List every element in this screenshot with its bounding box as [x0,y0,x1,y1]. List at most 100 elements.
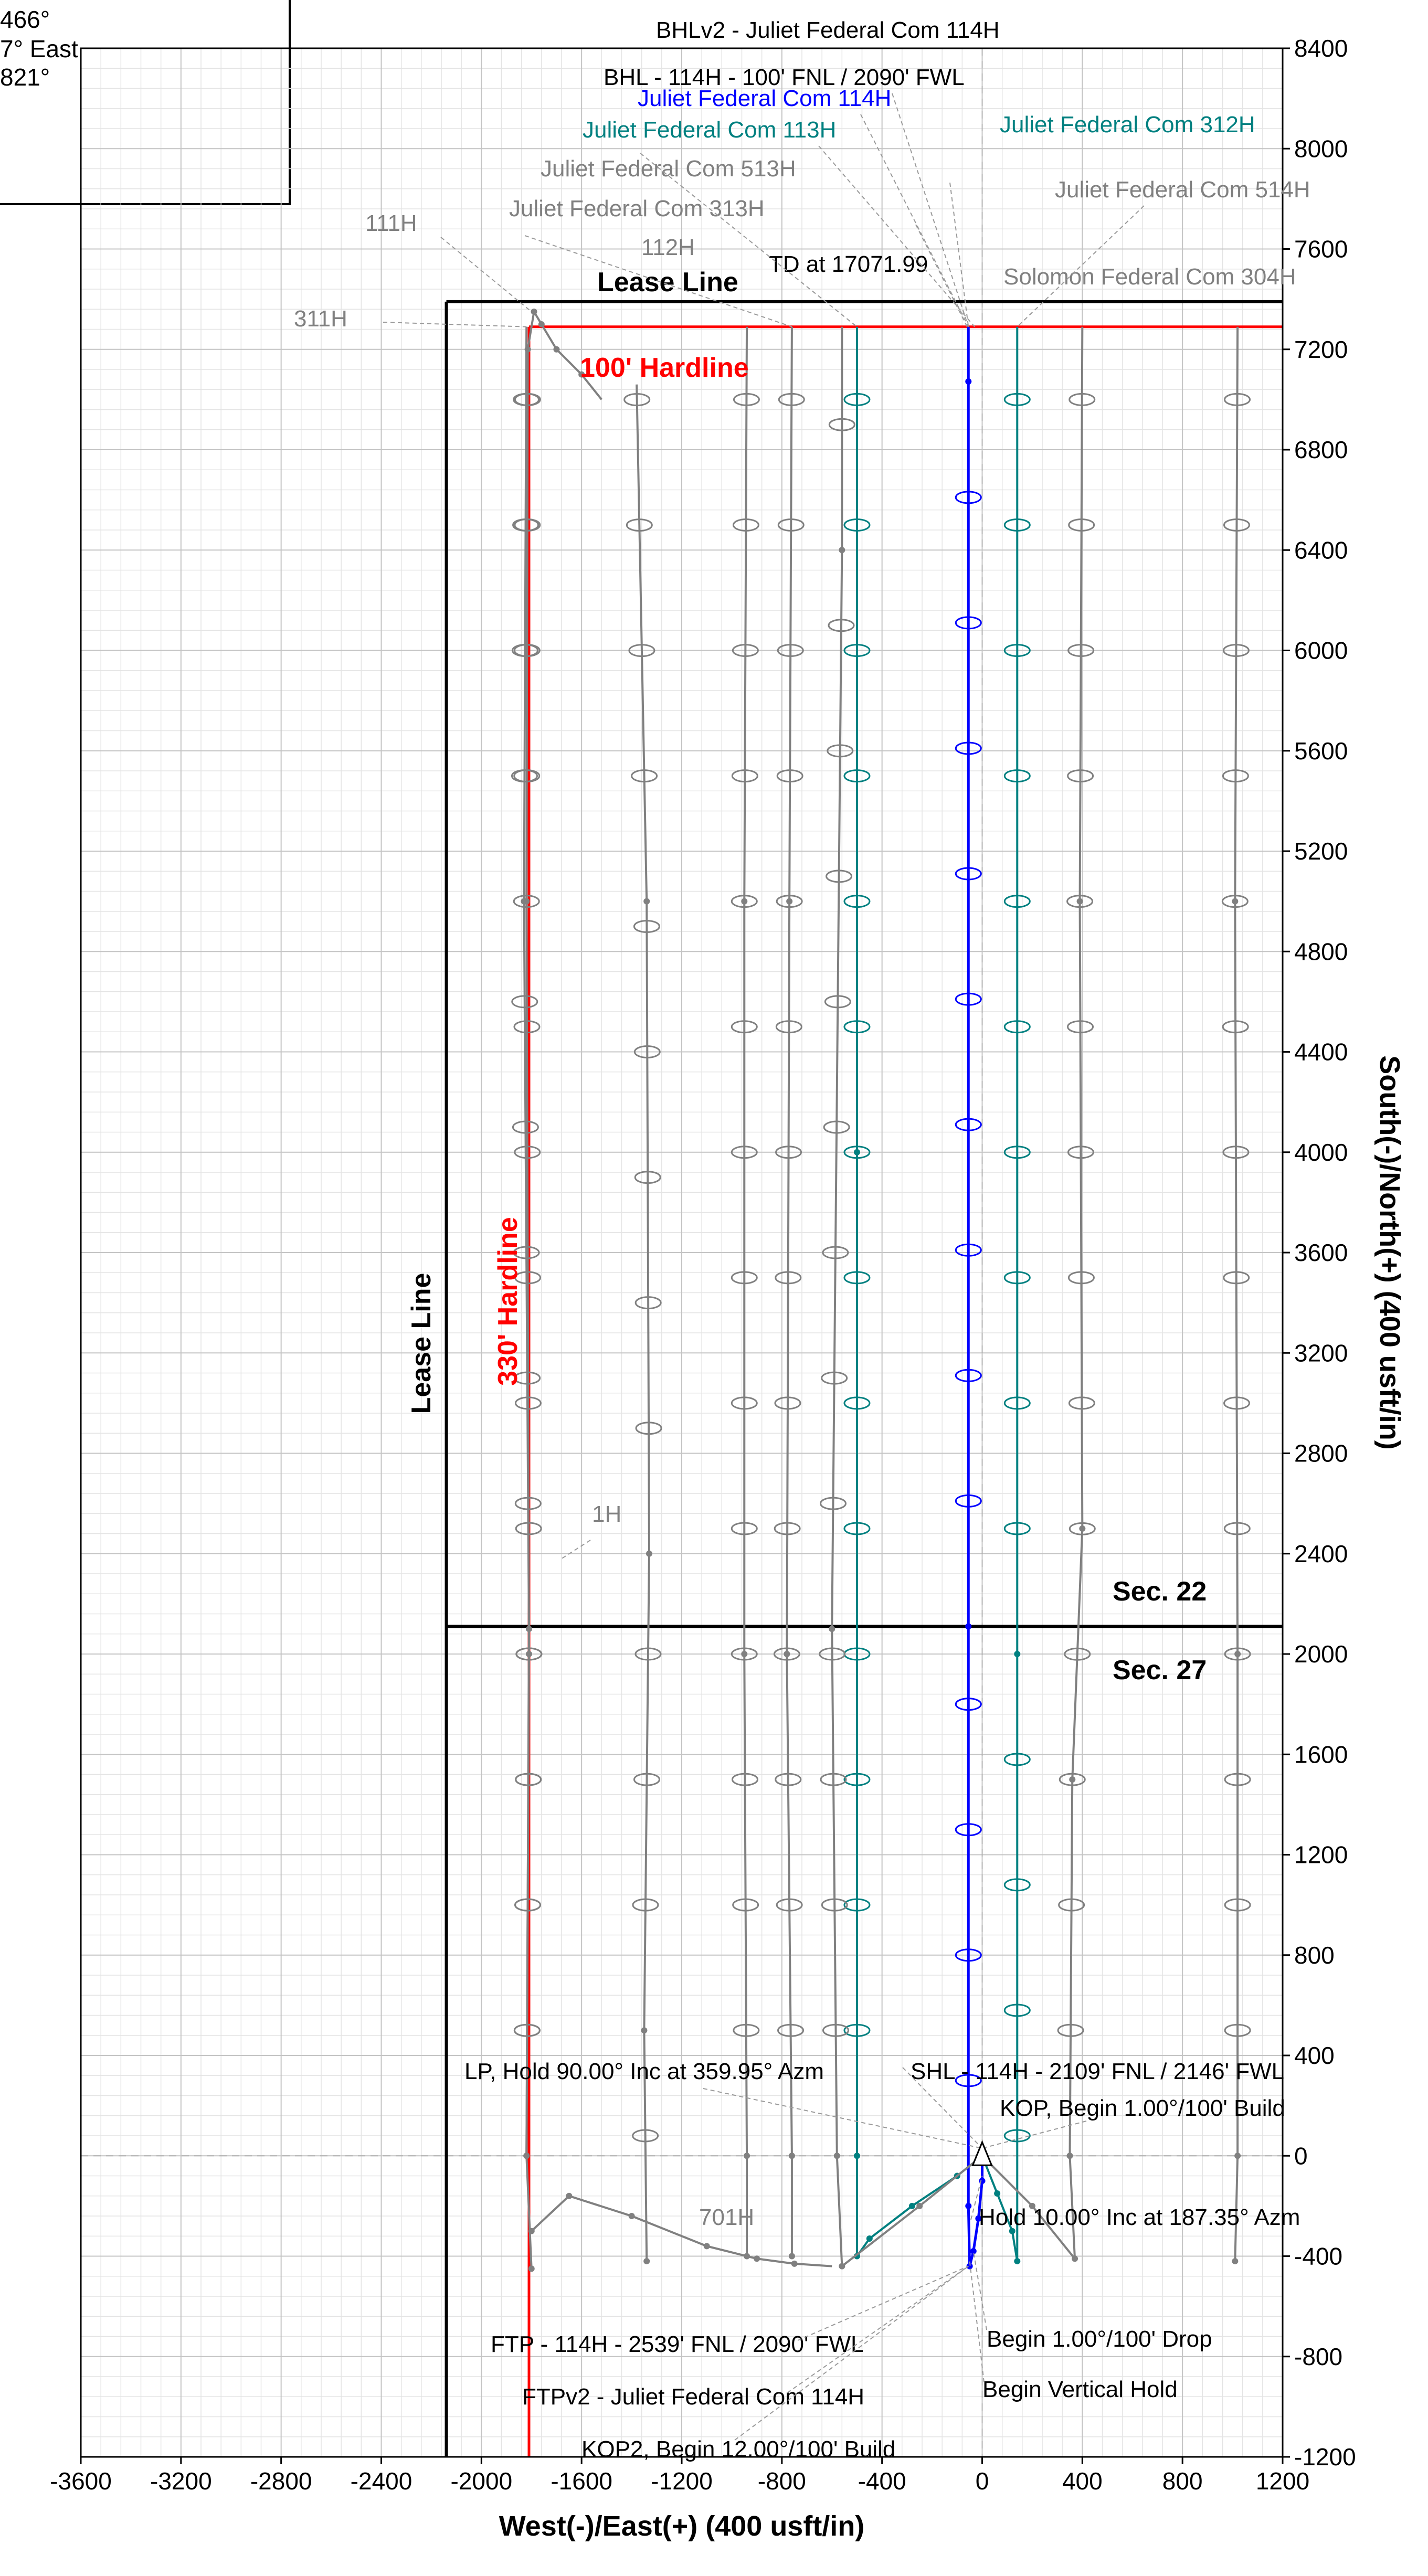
x-tick-label: -2400 [351,2467,412,2495]
uncertainty-ellipse [843,2023,871,2037]
survey-point [965,1623,972,1630]
uncertainty-ellipse [1222,1146,1250,1159]
uncertainty-ellipse [821,1898,848,1912]
survey-point [908,2202,915,2209]
well-path-line [743,326,748,2256]
annotations: BHLv2 - Juliet Federal Com 114H BHL - 114… [294,17,1310,2462]
uncertainty-ellipse [1003,2129,1031,2143]
survey-point [754,2255,760,2262]
y-axis-label: South(-)/North(+) (400 usft/in) [1374,1055,1405,1449]
annotation-label: FTP - 114H - 2539' FNL / 2090' FWL [491,2331,864,2357]
y-tick-label: -800 [1294,2343,1342,2370]
uncertainty-ellipse [511,769,538,783]
annotation-label: Solomon Federal Com 304H [1003,264,1296,290]
annotation-label: KOP2, Begin 12.00°/100' Build [581,2436,895,2462]
uncertainty-ellipse [1064,1647,1091,1661]
survey-point [531,309,537,315]
uncertainty-ellipse [773,1647,800,1661]
survey-point [866,2235,873,2242]
uncertainty-ellipse [1224,1773,1251,1786]
well-path-line [786,326,793,2256]
uncertainty-ellipse [827,744,854,758]
annotation-label: Lease Line [597,267,738,298]
survey-point [965,378,972,385]
annotation-label: LP, Hold 90.00° Inc at 359.95° Azm [464,2059,824,2084]
annotation-label: 111H [365,210,417,236]
survey-point [646,1550,652,1557]
well-path-line [1234,326,1239,2262]
annotation-label: Juliet Federal Com 313H [509,196,765,221]
survey-point [970,2248,977,2254]
leader-line [797,2265,969,2341]
survey-point [839,2263,845,2270]
y-tick-label: 0 [1294,2142,1308,2169]
uncertainty-ellipse [776,769,803,783]
uncertainty-ellipse [732,644,759,658]
y-tick-label: 8400 [1294,35,1348,62]
survey-point [528,2228,535,2234]
y-tick-label: 6800 [1294,436,1348,463]
survey-point [538,321,545,327]
uncertainty-ellipse [1069,393,1096,406]
boundaries [445,300,1283,2457]
uncertainty-ellipse [1069,1522,1096,1535]
y-tick-label: 6400 [1294,536,1348,564]
uncertainty-ellipse [1224,2023,1251,2037]
annotation-label: BHLv2 - Juliet Federal Com 114H [656,17,1000,43]
uncertainty-ellipse [733,393,760,406]
uncertainty-ellipse [1221,895,1249,908]
annotation-label: FTPv2 - Juliet Federal Com 114H [522,2384,864,2410]
uncertainty-ellipse [843,518,871,532]
uncertainty-ellipse [843,393,871,406]
uncertainty-ellipse [1003,1271,1031,1285]
uncertainty-ellipse [823,1120,850,1134]
uncertainty-ellipse [774,1522,801,1535]
y-tick-label: 2000 [1294,1640,1348,1668]
survey-point [1029,2202,1035,2209]
uncertainty-ellipse [775,1020,802,1034]
survey-point [643,898,650,905]
y-tick-label: 1600 [1294,1741,1348,1768]
survey-point [829,1626,835,1632]
x-tick-label: 1200 [1256,2467,1309,2495]
uncertainty-ellipse [776,895,803,908]
uncertainty-ellipse [1003,1878,1031,1892]
uncertainty-ellipse [1057,2023,1084,2037]
y-tick-label: 5600 [1294,737,1348,765]
x-tick-label: -2800 [250,2467,312,2495]
well-path [773,326,805,2260]
uncertainty-ellipse [843,1898,871,1912]
survey-point [853,2153,860,2159]
leader-line [440,237,532,312]
uncertainty-ellipse [955,1494,982,1508]
uncertainty-ellipse [955,1698,982,1711]
uncertainty-ellipse [731,1647,758,1661]
survey-point [966,2263,973,2270]
uncertainty-ellipse [828,619,855,632]
annotation-label: Juliet Federal Com 514H [1055,177,1310,203]
well-path-line [855,326,983,2257]
leader-line [860,114,969,327]
x-tick-label: -3200 [150,2467,212,2495]
uncertainty-ellipse [955,616,982,630]
uncertainty-ellipse [826,870,853,883]
info-line: 466° [0,6,50,33]
uncertainty-ellipse [955,1243,982,1257]
uncertainty-ellipse [626,518,653,532]
uncertainty-ellipse [955,867,982,881]
uncertainty-ellipse [1003,769,1031,783]
survey-point [1009,2228,1016,2234]
survey-point [788,2153,795,2159]
uncertainty-ellipse [1058,1898,1085,1912]
survey-point [839,547,845,554]
x-tick-label: 400 [1062,2467,1103,2495]
uncertainty-ellipse [634,1171,661,1184]
y-tick-label: -1200 [1294,2443,1356,2471]
uncertainty-ellipse [955,2074,982,2087]
x-tick-label: -2000 [451,2467,513,2495]
uncertainty-ellipse [1224,393,1251,406]
uncertainty-ellipse [512,518,540,532]
uncertainty-ellipse [955,992,982,1006]
uncertainty-ellipse [1222,769,1249,783]
survey-point [1014,1651,1021,1657]
